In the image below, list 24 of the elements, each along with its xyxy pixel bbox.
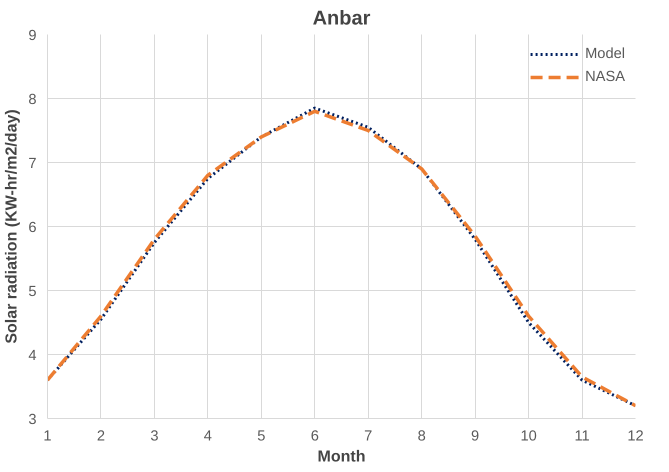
x-tick-label: 7 [364, 428, 372, 444]
x-tick-label: 6 [310, 428, 319, 444]
x-tick-label: 3 [150, 428, 158, 444]
x-tick-label: 12 [627, 428, 644, 444]
x-tick-label: 5 [257, 428, 266, 444]
y-tick-label: 9 [28, 28, 37, 44]
y-tick-label: 4 [28, 348, 37, 364]
x-tick-label: 2 [96, 428, 106, 444]
x-tick-label: 9 [471, 428, 480, 444]
x-tick-label: 10 [520, 428, 537, 444]
x-tick-label: 4 [204, 428, 212, 444]
x-tick-label: 8 [418, 428, 426, 444]
y-tick-label: 7 [28, 156, 37, 172]
y-tick-label: 8 [28, 92, 37, 108]
chart-title: Anbar [312, 8, 371, 30]
x-tick-label: 11 [574, 428, 590, 444]
legend-label: Model [585, 46, 625, 62]
y-tick-label: 3 [28, 412, 37, 428]
x-tick-label: 1 [43, 428, 52, 444]
y-axis-title: Solar radiation (KW-hr/m2/day) [3, 109, 20, 344]
x-axis-title: Month [318, 448, 366, 466]
y-tick-label: 5 [28, 284, 37, 300]
legend-label: NASA [585, 69, 625, 85]
y-tick-label: 6 [28, 220, 37, 236]
